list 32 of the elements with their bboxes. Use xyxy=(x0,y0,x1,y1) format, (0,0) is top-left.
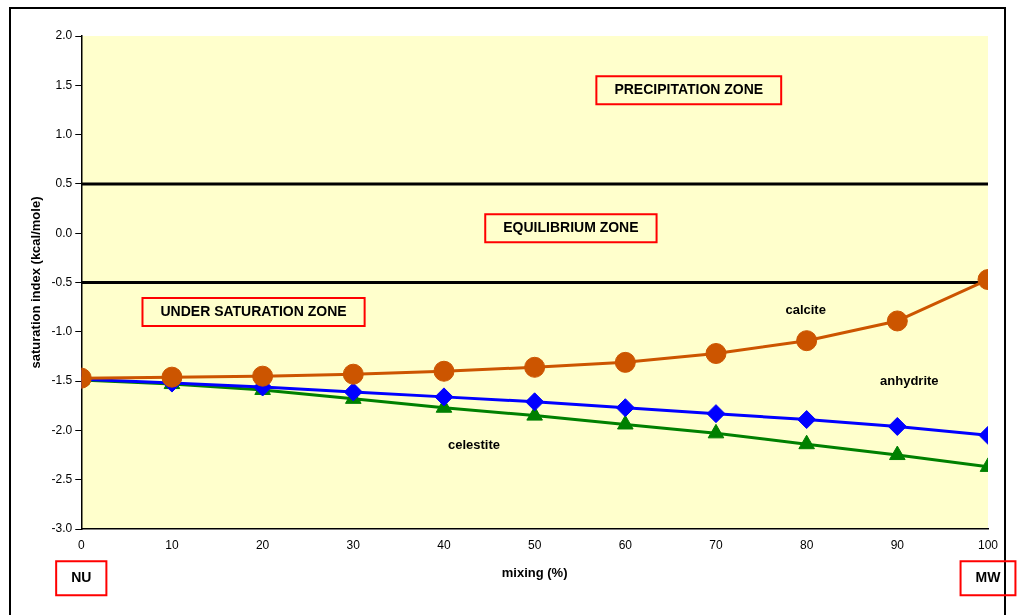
y-tick-label: -2.5 xyxy=(51,472,73,487)
annotation: UNDER SATURATION ZONE xyxy=(160,302,347,319)
x-tick-label: 90 xyxy=(890,537,905,552)
y-tick-label: -2.0 xyxy=(51,422,73,437)
x-tick-label: 20 xyxy=(255,537,270,552)
x-axis-title: mixing (%) xyxy=(501,564,568,580)
series-label: celestite xyxy=(447,437,500,453)
y-tick-label: -3.0 xyxy=(51,521,73,536)
x-tick-label: 50 xyxy=(527,537,542,552)
text: MW xyxy=(975,569,1002,586)
y-tick-label: 1.0 xyxy=(55,126,73,141)
y-tick-label: 2.0 xyxy=(55,28,73,43)
series-label: calcite xyxy=(785,302,826,318)
y-tick-label: -1.5 xyxy=(51,373,73,388)
annotation: PRECIPITATION ZONE xyxy=(614,81,764,98)
text: NU xyxy=(71,569,92,586)
text: anhydrite xyxy=(880,373,939,389)
x-tick-label: 0 xyxy=(77,537,85,552)
x-tick-label: 10 xyxy=(165,537,179,552)
annotation: EQUILIBRIUM ZONE xyxy=(503,219,639,236)
x-tick-label: 30 xyxy=(346,537,361,552)
y-tick-label: 1.5 xyxy=(55,77,73,92)
y-tick-label: 0.0 xyxy=(55,225,73,240)
x-tick-label: 60 xyxy=(618,537,633,552)
y-tick-label: -0.5 xyxy=(51,274,73,289)
y-tick-label: 0.5 xyxy=(55,176,73,191)
x-tick-label: 70 xyxy=(709,537,723,552)
x-tick-label: 100 xyxy=(977,537,999,552)
x-tick-label: 40 xyxy=(437,537,451,552)
y-tick-label: -1.0 xyxy=(51,324,73,339)
x-tick-label: 80 xyxy=(799,537,814,552)
y-axis-title: saturation index (kcal/mole) xyxy=(28,196,44,369)
